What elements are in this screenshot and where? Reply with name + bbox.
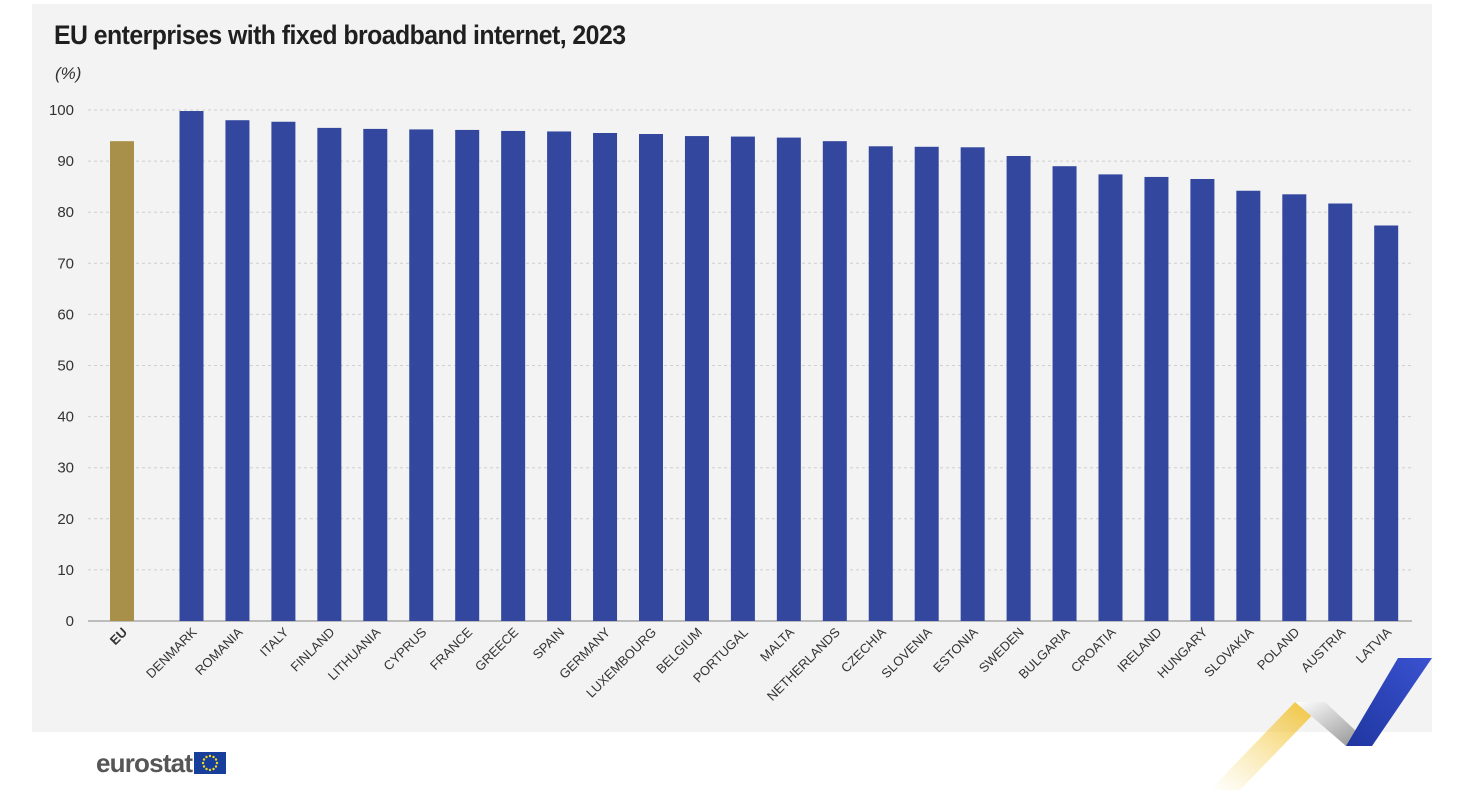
x-tick-label: FRANCE [427, 624, 476, 673]
decorative-ribbon [1210, 658, 1432, 790]
y-axis-ticks: 0 10 20 30 40 50 60 70 80 90 100 [49, 102, 74, 630]
y-tick-label: 50 [57, 358, 74, 375]
bar-lithuania [363, 128, 388, 622]
y-tick-label: 70 [57, 255, 74, 272]
bar-eu [110, 141, 134, 621]
bar-poland [1282, 194, 1307, 621]
bar-denmark [179, 111, 204, 621]
x-tick-label: SPAIN [530, 625, 568, 663]
bar-italy [271, 121, 296, 622]
y-tick-label: 90 [57, 153, 74, 170]
y-tick-label: 10 [57, 562, 74, 579]
bar-cyprus [409, 129, 434, 621]
bar-croatia [1098, 174, 1123, 622]
eurostat-logo-text: eurostat [96, 747, 193, 778]
bar-belgium [684, 136, 709, 621]
bar-romania [225, 120, 250, 621]
x-tick-label: MALTA [757, 624, 797, 664]
x-tick-label: EU [107, 625, 130, 648]
chart-subtitle: (%) [55, 64, 82, 83]
x-tick-label: CYPRUS [380, 624, 429, 673]
bar-greece [501, 130, 526, 622]
bar-france [455, 129, 480, 621]
bar-sweden [1006, 155, 1031, 622]
bar-bulgaria [1052, 166, 1077, 621]
bar-slovakia [1236, 190, 1261, 621]
bar-latvia [1374, 225, 1399, 621]
y-tick-label: 40 [57, 409, 74, 426]
bar-malta [776, 137, 801, 621]
bars [110, 111, 1399, 622]
x-tick-label: DENMARK [143, 624, 200, 681]
y-tick-label: 60 [57, 306, 74, 323]
y-tick-label: 30 [57, 460, 74, 477]
y-tick-label: 20 [57, 511, 74, 528]
bar-netherlands [822, 141, 847, 621]
eurostat-logo: eurostat [96, 746, 227, 780]
bar-austria [1328, 203, 1353, 621]
bar-portugal [730, 136, 755, 621]
x-tick-label: CROATIA [1068, 624, 1119, 675]
x-tick-label: ITALY [257, 624, 292, 659]
bar-spain [547, 131, 572, 621]
bar-luxembourg [639, 134, 663, 621]
eu-flag-icon [194, 752, 227, 774]
y-tick-label: 100 [49, 102, 74, 119]
bar-slovenia [914, 146, 939, 622]
bar-ireland [1144, 176, 1169, 622]
x-tick-label: SLOVENIA [878, 624, 935, 681]
bar-germany [593, 132, 618, 621]
x-tick-label: ESTONIA [930, 624, 981, 675]
x-tick-label: ROMANIA [192, 624, 246, 678]
y-tick-label: 0 [66, 613, 74, 630]
bar-estonia [960, 147, 985, 622]
bar-czechia [868, 146, 893, 621]
chart-title: EU enterprises with fixed broadband inte… [54, 20, 626, 50]
y-tick-label: 80 [57, 204, 74, 221]
bar-hungary [1190, 178, 1215, 622]
bar-finland [317, 127, 342, 621]
x-tick-label: GREECE [472, 624, 522, 674]
